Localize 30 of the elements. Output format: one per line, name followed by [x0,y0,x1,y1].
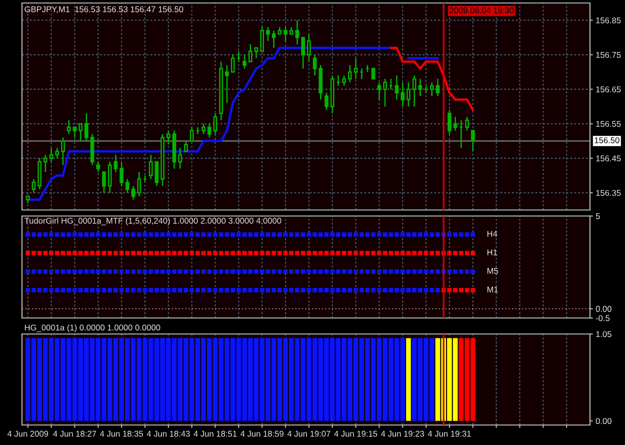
y-tick-label: 5 [596,213,600,220]
series-label: M5 [487,268,498,274]
x-tick-label: 4 Jun 19:15 [334,430,378,437]
y-tick-label: 156.85 [596,17,621,24]
chart-title: GBPJPY,M1 156.53 156.53 156.47 156.50 [24,6,184,14]
ref-line-label: 156.50 [594,137,620,144]
y-tick-label: 156.35 [596,190,621,196]
x-tick-label: 4 Jun 19:07 [287,430,330,437]
x-tick-label: 4 Jun 19:23 [381,430,424,437]
chart-title: HG_0001a (1) 0.0000 1.0000 0.0000 [24,324,160,332]
x-tick-label: 4 Jun 18:51 [194,430,237,437]
y-tick-label: 0.00 [596,306,612,312]
x-tick-label: 4 Jun 19:31 [428,430,471,437]
y-tick-label: 1.05 [596,331,612,338]
y-tick-label: 156.65 [596,86,621,92]
series-label: M1 [487,286,498,292]
series-label: H1 [487,250,498,256]
y-tick-label: -0.5 [596,315,610,322]
x-tick-label: 4 Jun 18:59 [240,430,284,437]
x-tick-label: 4 Jun 18:27 [53,430,96,437]
x-tick-label: 4 Jun 2009 [7,430,48,437]
chart-title: TudorGirl HG_0001a_MTF (1,5,60,240) 1.0000 2.0000 3.0000 4.0000 [24,218,282,226]
y-tick-label: 0.00 [596,418,612,424]
x-tick-label: 4 Jun 18:35 [100,430,143,437]
series-label: H4 [487,230,498,237]
y-tick-label: 156.55 [596,120,621,127]
x-tick-label: 4 Jun 18:43 [146,430,190,437]
ref-line-label: 2009.06.04 19:30 [450,7,514,14]
y-tick-label: 156.45 [596,155,621,162]
y-tick-label: 156.75 [596,52,621,58]
